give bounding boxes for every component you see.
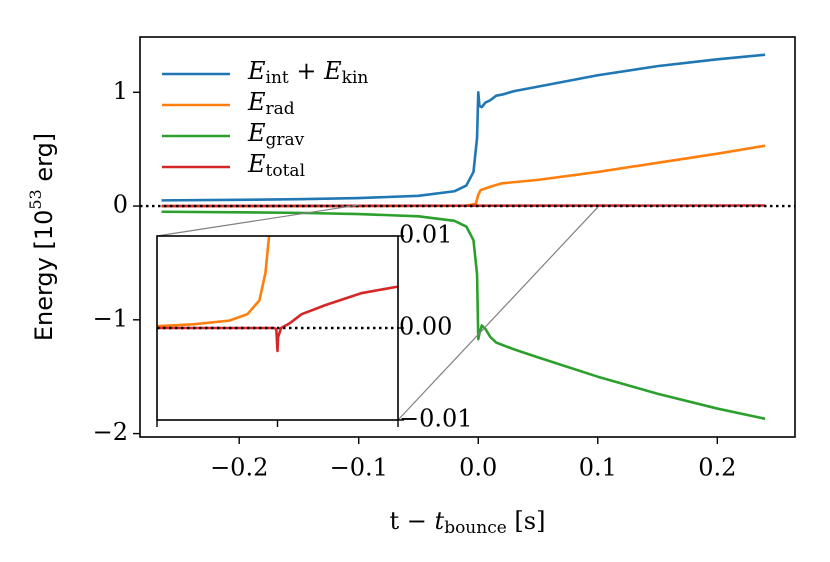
x-tick-label: 0.2 xyxy=(698,454,736,482)
axes: −0.2 −0.1 0.0 0.1 0.2 −2 −1 0 1 t − tbounce​ [s] E… xyxy=(26,77,737,538)
inset-plot-area xyxy=(157,236,398,353)
axes-frame xyxy=(139,36,796,438)
x-tick-label: 0.1 xyxy=(579,454,617,482)
legend: Eint​ + Ekin​Erad​Egrav​Etotal​ xyxy=(162,57,368,181)
x-tick-label: −0.1 xyxy=(330,454,388,482)
y-axis-label: Energy [1053 erg] xyxy=(26,133,59,341)
y-tick-label: −2 xyxy=(93,418,128,446)
legend-label: Erad​ xyxy=(247,88,295,119)
connector xyxy=(397,206,599,421)
series-line xyxy=(157,285,398,353)
connector xyxy=(156,204,359,237)
y-tick-label: −0.01 xyxy=(399,405,473,433)
y-tick-label: 0.00 xyxy=(399,313,452,341)
x-axis-label: t − tbounce​ [s] xyxy=(390,507,546,538)
series-line xyxy=(161,210,766,421)
legend-label: Egrav​ xyxy=(247,119,305,150)
zoom-connectors xyxy=(156,204,599,421)
legend-label: Eint​ + Ekin​ xyxy=(247,57,368,88)
series-line xyxy=(157,236,271,328)
plot-area xyxy=(140,53,795,421)
y-tick-label: 0 xyxy=(113,191,128,219)
x-tick-label: −0.2 xyxy=(210,454,268,482)
legend-label: Etotal​ xyxy=(247,150,305,181)
y-tick-label: 0.01 xyxy=(399,221,452,249)
y-tick-label: −1 xyxy=(93,304,128,332)
y-tick-label: 1 xyxy=(113,77,128,105)
x-tick-label: 0.0 xyxy=(459,454,497,482)
series-line xyxy=(161,53,766,202)
